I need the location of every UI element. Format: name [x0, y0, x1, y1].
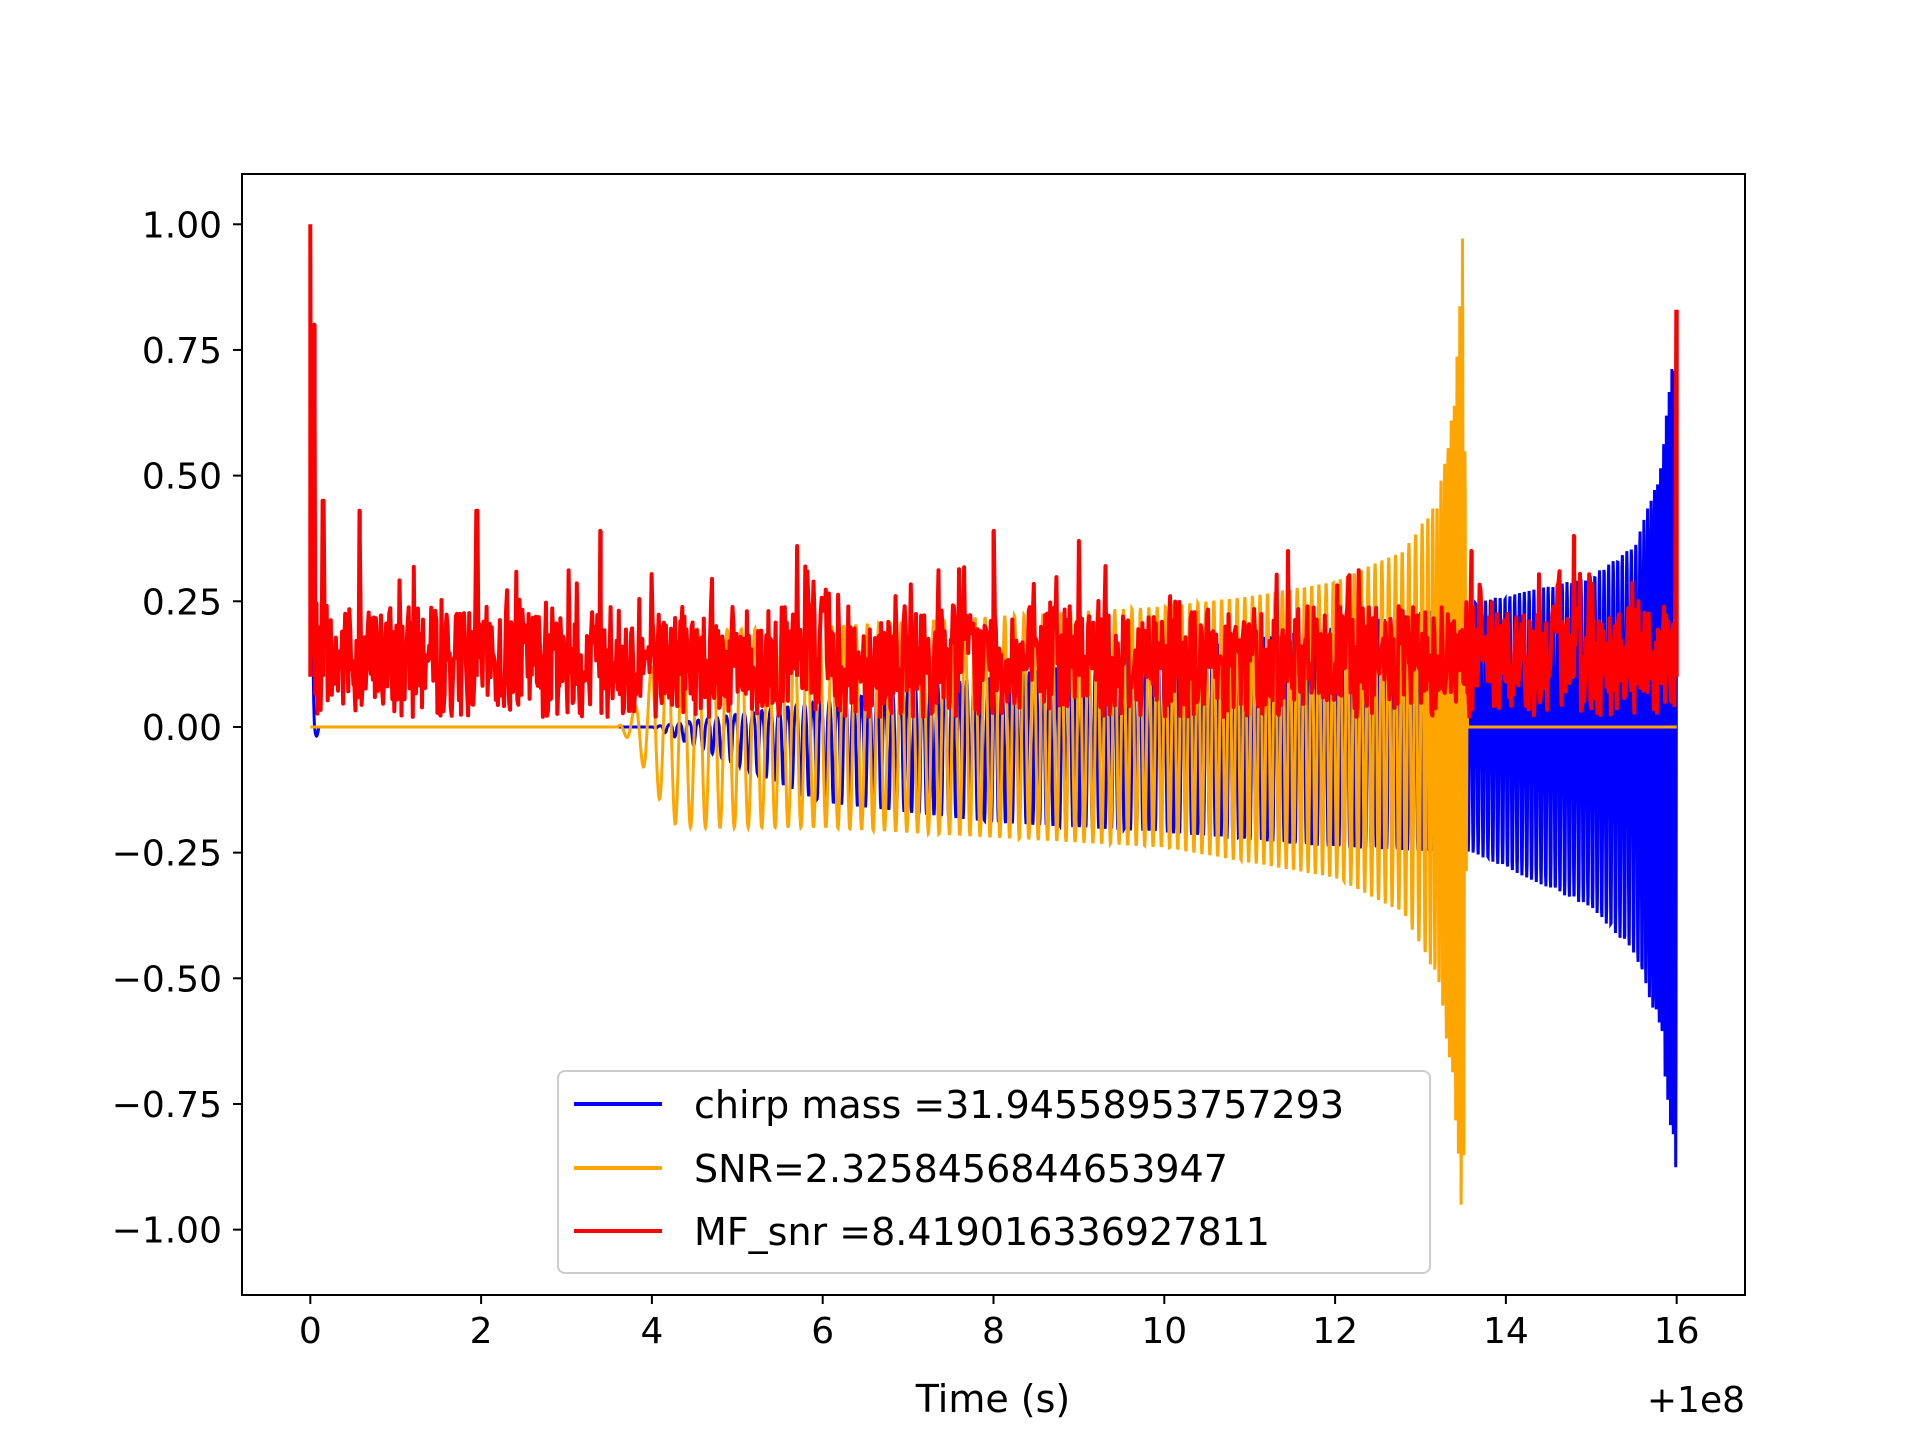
x-tick-label: 8: [982, 1311, 1005, 1352]
x-tick-label: 12: [1312, 1311, 1358, 1352]
y-tick-label: 0.75: [142, 331, 222, 372]
x-tick-label: 14: [1483, 1311, 1529, 1352]
y-tick-label: −0.25: [112, 834, 222, 875]
y-tick-label: 0.50: [142, 457, 222, 498]
series-mf-snr-line: [308, 224, 1679, 719]
y-tick-label: 0.25: [142, 582, 222, 623]
series-layer: [308, 224, 1679, 1205]
x-tick-label: 4: [640, 1311, 663, 1352]
legend-frame: [557, 1070, 1431, 1274]
y-axis: 1.00 0.75 0.50 0.25 0.00 −0.25 −0.50 −0.75 −1.00: [112, 205, 242, 1252]
x-tick-label: 16: [1654, 1311, 1700, 1352]
y-tick-label: −0.75: [112, 1085, 222, 1126]
y-tick-label: 0.00: [142, 708, 222, 749]
legend-label-chirp-mass: chirp mass =31.94558953757293: [694, 1083, 1344, 1127]
x-tick-label: 10: [1141, 1311, 1187, 1352]
y-tick-label: −1.00: [112, 1211, 222, 1252]
x-axis-title: Time (s): [915, 1377, 1071, 1421]
legend-label-snr: SNR=2.3258456844653947: [694, 1147, 1228, 1191]
x-axis: 0 2 4 6 8 10 12 14 16: [299, 1295, 1700, 1352]
x-tick-label: 6: [811, 1311, 834, 1352]
x-offset-label: +1e8: [1647, 1380, 1745, 1421]
y-tick-label: 1.00: [142, 205, 222, 246]
x-tick-label: 0: [299, 1311, 322, 1352]
legend: chirp mass =31.94558953757293 SNR=2.3258…: [557, 1070, 1431, 1274]
legend-label-mf-snr: MF_snr =8.419016336927811: [694, 1210, 1270, 1254]
x-tick-label: 2: [470, 1311, 493, 1352]
y-tick-label: −0.50: [112, 959, 222, 1000]
